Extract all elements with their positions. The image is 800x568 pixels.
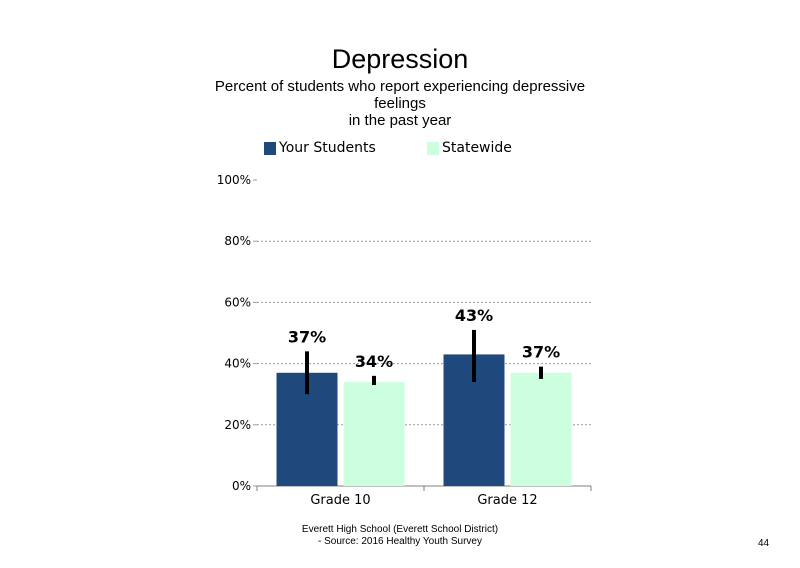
data-label: 37% (522, 343, 560, 362)
y-tick-label: 0% (232, 479, 251, 493)
y-tick-label: 80% (224, 234, 251, 248)
legend-item-statewide: Statewide (427, 140, 512, 156)
subtitle-line-3: in the past year (348, 112, 452, 129)
x-tick-label: Grade 10 (310, 493, 370, 508)
data-label: 37% (288, 327, 326, 346)
x-tick-label: Grade 12 (477, 493, 537, 508)
legend-label-your-students: Your Students (279, 140, 376, 156)
bar (510, 372, 572, 486)
legend-label-statewide: Statewide (442, 140, 512, 156)
legend-item-your-students: Your Students (264, 140, 376, 156)
subtitle-line-2: feelings (374, 95, 426, 112)
y-tick-label: 60% (224, 295, 251, 309)
legend-swatch-your-students (264, 141, 276, 155)
chart-legend: Your Students Statewide (0, 140, 800, 160)
source-footer: Everett High School (Everett School Dist… (260, 524, 540, 548)
footer-line-2: - Source: 2016 Healthy Youth Survey (318, 536, 482, 547)
chart-title: Depression (331, 44, 469, 74)
legend-swatch-statewide (427, 141, 439, 155)
subtitle-line-1: Percent of students who report experienc… (214, 78, 586, 95)
y-tick-label: 100% (217, 173, 251, 187)
y-tick-label: 40% (224, 357, 251, 371)
page-number: 44 (758, 538, 770, 549)
data-label: 43% (455, 306, 493, 325)
y-tick-label: 20% (224, 418, 251, 432)
chart-subtitle: Percent of students who report experienc… (190, 78, 610, 129)
footer-line-1: Everett High School (Everett School Dist… (301, 524, 499, 535)
bar (343, 381, 405, 486)
data-label: 34% (355, 352, 393, 371)
